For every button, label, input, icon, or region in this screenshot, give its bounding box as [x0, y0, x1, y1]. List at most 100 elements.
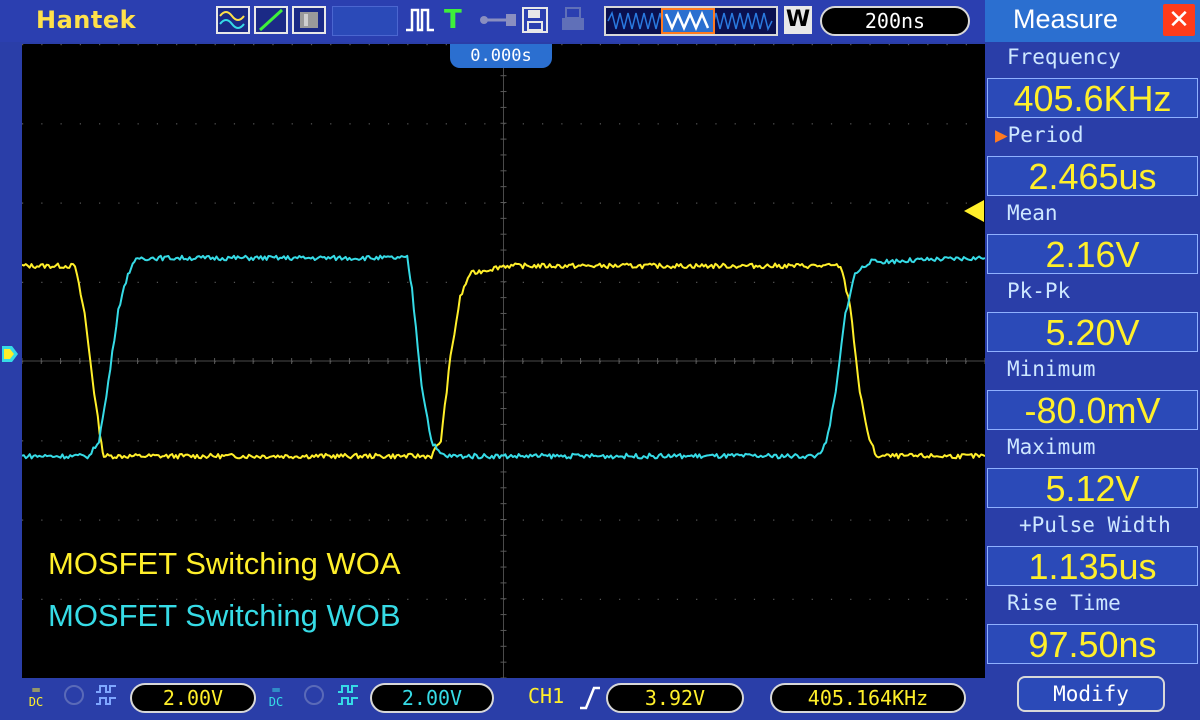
measure-value-pkpk[interactable]: 5.20V	[987, 312, 1198, 353]
grid-dot	[387, 440, 390, 442]
usb-icon[interactable]	[478, 6, 518, 34]
grid-dot	[946, 123, 948, 125]
grid-dot	[291, 361, 293, 363]
grid-dot	[176, 44, 178, 46]
grid-dot	[888, 519, 890, 521]
grid-dot	[907, 44, 910, 46]
ch1-coupling-icon[interactable]: ═ DC	[28, 683, 44, 709]
grid-dot	[619, 519, 621, 521]
measure-value-frequency[interactable]: 405.6KHz	[987, 78, 1198, 119]
trigger-status-icon[interactable]: T	[444, 5, 462, 35]
grid-dot	[599, 44, 601, 46]
rising-edge-icon[interactable]	[578, 684, 602, 712]
ch2-coupling-icon[interactable]: ═ DC	[268, 683, 284, 709]
ch2-invert-icon[interactable]	[336, 684, 360, 712]
grid-dot	[965, 281, 967, 283]
grid-dot	[426, 598, 428, 600]
grid-dot	[79, 598, 81, 600]
grid-dot	[387, 281, 390, 283]
measure-label-mean: Mean	[1007, 201, 1058, 225]
grid-dot	[22, 361, 24, 363]
grid-dot	[657, 440, 659, 442]
grid-dot	[676, 361, 679, 363]
grid-dot	[503, 202, 505, 204]
grid-dot	[965, 440, 967, 442]
measure-value-mean[interactable]: 2.16V	[987, 234, 1198, 275]
pulse-trigger-icon[interactable]	[404, 6, 438, 34]
close-icon[interactable]: ✕	[1163, 4, 1195, 36]
grid-dot	[657, 44, 659, 46]
grid-dot	[522, 123, 524, 125]
time-offset-marker[interactable]: 0.000s	[450, 44, 552, 68]
cursor-line-icon[interactable]	[254, 6, 288, 34]
ch2-bw-limit-icon[interactable]	[302, 684, 326, 712]
measure-label-period-text: Period	[1007, 123, 1084, 147]
grid-dot	[330, 123, 332, 125]
grid-dot	[542, 281, 544, 283]
grid-dot	[156, 44, 159, 46]
grid-dot	[214, 123, 216, 125]
grid-dot	[619, 202, 621, 204]
grid-dot	[561, 281, 563, 283]
grid-dot	[330, 361, 332, 363]
persistence-icon[interactable]	[292, 6, 326, 34]
timebase-display[interactable]: 200ns	[820, 6, 970, 36]
grid-dot	[734, 202, 736, 204]
grid-dot	[291, 519, 293, 521]
grid-dot	[503, 519, 505, 521]
grid-dot	[60, 281, 62, 283]
grid-dot	[368, 202, 370, 204]
measure-value-rise-time[interactable]: 97.50ns	[987, 624, 1198, 665]
measure-panel: Measure ✕ Frequency 405.6KHz ▶Period 2.4…	[985, 0, 1200, 720]
measure-value-minimum[interactable]: -80.0mV	[987, 390, 1198, 431]
grid-dot	[99, 361, 101, 363]
grid-dot	[253, 123, 255, 125]
grid-dot	[156, 281, 159, 283]
ch1-bw-limit-icon[interactable]	[62, 684, 86, 712]
ch2-ground-marker[interactable]	[0, 344, 20, 364]
grid-dot	[542, 519, 544, 521]
grid-dot	[676, 202, 679, 204]
grid-dot	[638, 281, 640, 283]
waveform-screen[interactable]	[22, 44, 985, 678]
grid-dot	[214, 440, 216, 442]
print-icon[interactable]	[558, 6, 588, 34]
grid-dot	[484, 440, 486, 442]
grid-dot	[118, 519, 120, 521]
save-icon[interactable]	[520, 6, 550, 34]
grid-dot	[349, 361, 351, 363]
grid-dot	[349, 281, 351, 283]
grid-dot	[753, 202, 756, 204]
grid-dot	[349, 598, 351, 600]
math-wave-icon[interactable]	[216, 6, 250, 34]
measure-value-pulse-width[interactable]: 1.135us	[987, 546, 1198, 587]
ch1-scale-display[interactable]: 2.00V	[130, 683, 256, 713]
measure-value-period[interactable]: 2.465us	[987, 156, 1198, 197]
grid-dot	[965, 202, 967, 204]
grid-dot	[349, 123, 351, 125]
grid-dot	[445, 123, 447, 125]
grid-dot	[195, 361, 197, 363]
grid-dot	[387, 202, 390, 204]
trigger-level-marker[interactable]	[962, 200, 984, 222]
trigger-level-display[interactable]: 3.92V	[606, 683, 744, 713]
grid-dot	[426, 123, 428, 125]
grid-dot	[291, 202, 293, 204]
grid-dot	[330, 519, 332, 521]
grid-dot	[233, 361, 236, 363]
grid-dot	[79, 440, 81, 442]
grid-dot	[195, 281, 197, 283]
modify-button[interactable]: Modify	[1017, 676, 1165, 712]
measure-value-maximum[interactable]: 5.12V	[987, 468, 1198, 509]
grid-dot	[850, 440, 852, 442]
ch1-invert-icon[interactable]	[94, 684, 118, 712]
grid-dot	[946, 598, 948, 600]
grid-dot	[965, 44, 967, 46]
grid-dot	[599, 123, 601, 125]
grid-dot	[60, 123, 62, 125]
grid-dot	[715, 361, 717, 363]
waveform-overview[interactable]	[604, 6, 778, 36]
window-mode-button[interactable]: W	[784, 6, 812, 34]
ch1-annotation: MOSFET Switching WOA	[48, 546, 401, 581]
ch2-scale-display[interactable]: 2.00V	[370, 683, 494, 713]
